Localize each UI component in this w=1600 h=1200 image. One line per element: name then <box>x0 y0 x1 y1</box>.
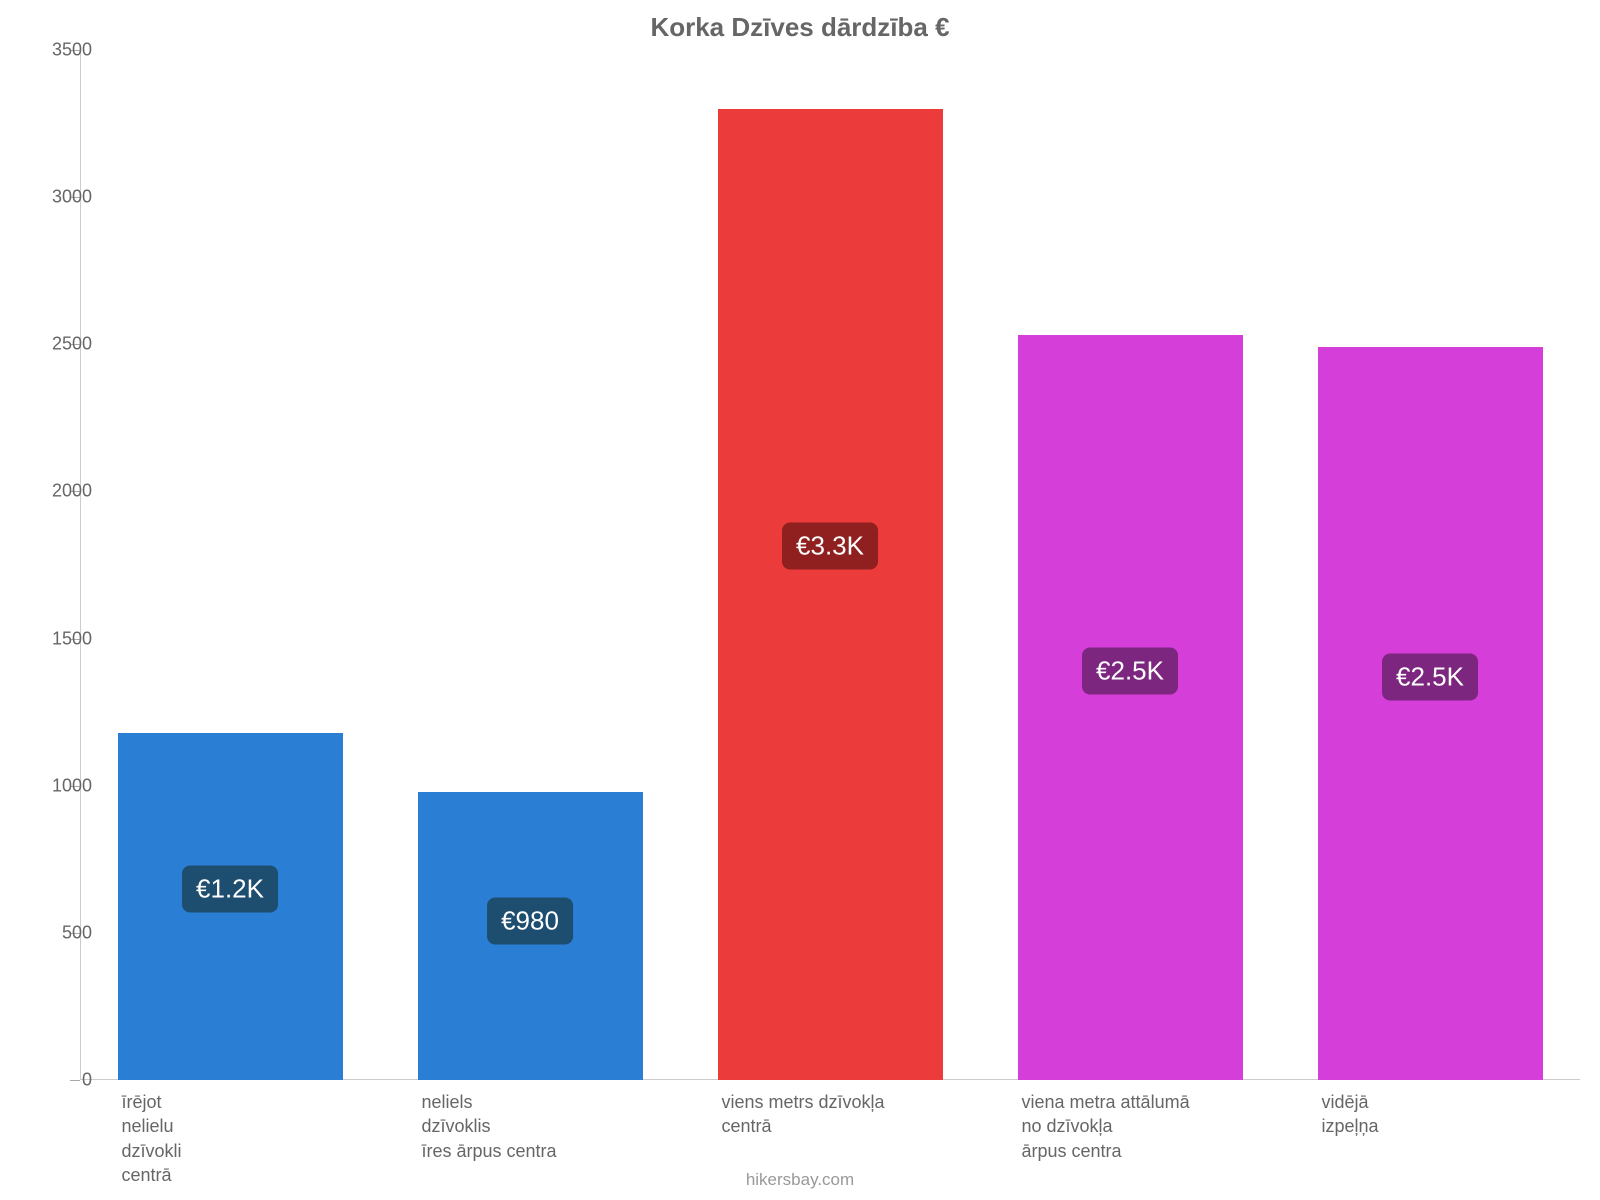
chart-title: Korka Dzīves dārdzība € <box>0 0 1600 43</box>
bar <box>1018 335 1243 1080</box>
plot-area: €1.2K €980 €3.3K €2.5K €2.5K <box>80 50 1580 1080</box>
y-tick-label: 1000 <box>52 775 92 796</box>
bar-value-label: €2.5K <box>1082 647 1178 694</box>
y-tick-label: 3000 <box>52 187 92 208</box>
bar-value-label: €980 <box>487 898 573 945</box>
y-tick-label: 0 <box>82 1070 92 1091</box>
bar <box>718 109 943 1080</box>
y-tick-label: 500 <box>62 922 92 943</box>
x-category-label: vidējāizpeļņa <box>1322 1090 1600 1139</box>
y-tick-label: 1500 <box>52 628 92 649</box>
bar-value-label: €2.5K <box>1382 653 1478 700</box>
y-tick <box>70 1080 80 1081</box>
chart-container: Korka Dzīves dārdzība € €1.2K €980 €3.3K €2… <box>0 0 1600 1200</box>
x-category-label: viena metra attālumāno dzīvokļaārpus cen… <box>1022 1090 1322 1163</box>
bar-value-label: €3.3K <box>782 522 878 569</box>
x-category-label: nelielsdzīvoklisīres ārpus centra <box>422 1090 722 1163</box>
y-tick-label: 2000 <box>52 481 92 502</box>
bar <box>1318 347 1543 1080</box>
y-tick-label: 2500 <box>52 334 92 355</box>
y-tick-label: 3500 <box>52 40 92 61</box>
x-category-label: īrējotnelieludzīvoklicentrā <box>122 1090 422 1187</box>
x-category-label: viens metrs dzīvokļacentrā <box>722 1090 1022 1139</box>
bar-value-label: €1.2K <box>182 866 278 913</box>
